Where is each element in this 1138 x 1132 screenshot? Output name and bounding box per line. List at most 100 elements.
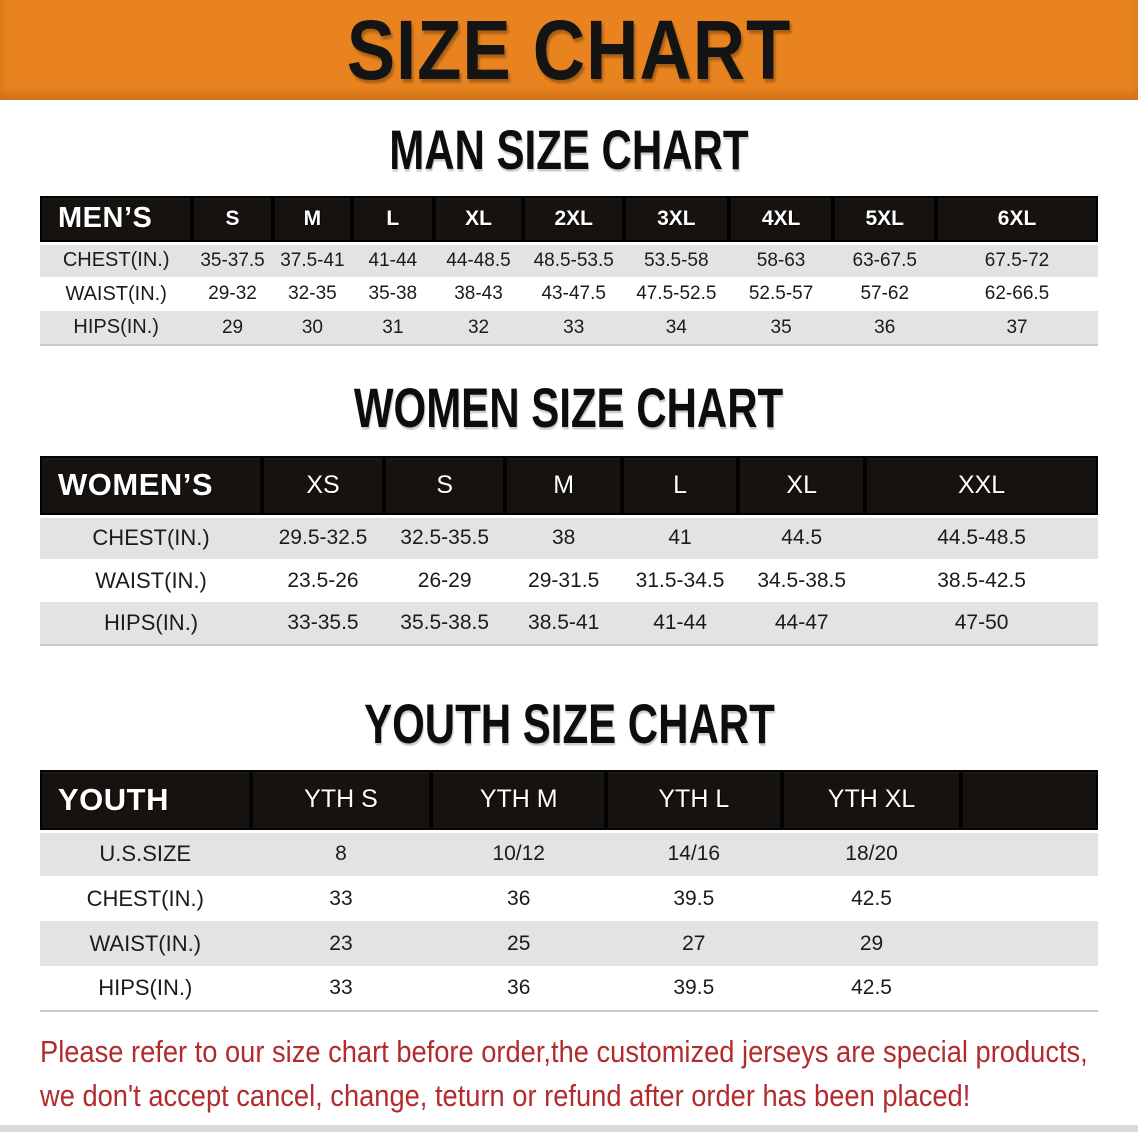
size-value-cell: 33 [329, 886, 353, 910]
size-column-header: M [272, 196, 353, 245]
size-value-cell: 41-44 [653, 611, 707, 634]
row-filler-cell [961, 876, 1098, 921]
size-value-cell: 48.5-53.5 [533, 249, 614, 271]
men-section-title-text: MAN SIZE CHART [389, 118, 749, 182]
womens-size-table: WOMEN’S XS S M L XL XXL CHEST(IN.) 29.5-32.5 32.5… [40, 456, 1098, 646]
row-filler-cell [961, 921, 1098, 966]
size-value-cell: 36 [507, 886, 531, 910]
size-value-cell: 33 [563, 316, 585, 338]
size-value-cell: 29-32 [208, 283, 257, 304]
row-filler-cell [961, 831, 1098, 876]
size-column-header: L [621, 456, 739, 518]
size-value-cell: 41-44 [368, 249, 418, 271]
disclaimer-line-1: Please refer to our size chart before or… [40, 1034, 1088, 1069]
disclaimer-note: Please refer to our size chart before or… [40, 1030, 1138, 1118]
size-value-cell: 31 [382, 316, 404, 338]
size-column-header: S [383, 456, 506, 518]
measurement-row-label: HIPS(IN.) [98, 975, 193, 1000]
size-value-cell: 38.5-42.5 [937, 568, 1026, 592]
table-header-label: WOMEN’S [40, 456, 263, 518]
size-value-cell: 25 [507, 931, 531, 955]
size-value-cell: 29 [859, 931, 884, 955]
measurement-row-label: HIPS(IN.) [73, 316, 159, 338]
disclaimer-line-2: we don't accept cancel, change, teturn o… [40, 1078, 971, 1113]
size-value-cell: 42.5 [851, 976, 892, 999]
size-value-cell: 53.5-58 [644, 249, 709, 271]
size-value-cell: 23.5-26 [287, 568, 359, 592]
size-value-cell: 26-29 [417, 568, 472, 592]
size-value-cell: 31.5-34.5 [635, 568, 725, 592]
size-value-cell: 14/16 [667, 842, 721, 866]
size-value-cell: 23 [329, 931, 353, 955]
size-value-cell: 63-67.5 [852, 249, 917, 271]
size-value-cell: 44.5 [781, 526, 823, 550]
size-value-cell: 44.5-48.5 [937, 526, 1026, 550]
size-column-header: YTH XL [781, 770, 962, 833]
banner-title: SIZE CHART [346, 1, 792, 97]
size-value-cell: 58-63 [756, 249, 806, 271]
size-value-cell: 52.5-57 [748, 283, 814, 304]
size-column-header: L [352, 196, 434, 245]
size-value-cell: 30 [301, 316, 323, 338]
size-value-cell: 38-43 [454, 283, 503, 304]
size-value-cell: 32-35 [288, 283, 337, 304]
size-value-cell: 57-62 [860, 283, 910, 304]
size-value-cell: 39.5 [673, 976, 715, 999]
size-value-cell: 27 [682, 931, 706, 955]
size-value-cell: 38.5-41 [528, 611, 600, 634]
size-column-header: 6XL [936, 196, 1098, 245]
measurement-row-label: WAIST(IN.) [95, 567, 207, 593]
size-value-cell: 35 [770, 316, 792, 338]
size-value-cell: 36 [507, 976, 531, 999]
size-value-cell: 29 [221, 316, 244, 338]
women-section-title-text: WOMEN SIZE CHART [354, 376, 784, 440]
size-column-header: XXL [865, 456, 1098, 518]
size-value-cell: 34.5-38.5 [757, 568, 847, 592]
measurement-row-label: HIPS(IN.) [104, 610, 199, 635]
size-value-cell: 43-47.5 [541, 283, 606, 304]
size-value-cell: 32 [467, 316, 490, 338]
size-column-header: XL [738, 456, 866, 518]
youth-section-title: YOUTH SIZE CHART [0, 693, 1138, 756]
size-value-cell: 36 [874, 316, 896, 338]
size-value-cell: 35.5-38.5 [400, 611, 490, 634]
size-value-cell: 35-38 [368, 283, 418, 304]
women-table-wrap: WOMEN’S XS S M L XL XXL CHEST(IN.) 29.5-32.5 32.5… [0, 456, 1138, 646]
size-value-cell: 37.5-41 [280, 249, 345, 271]
size-column-header: YTH M [431, 770, 606, 833]
header-filler-cell [961, 770, 1098, 833]
women-section-title: WOMEN SIZE CHART [0, 377, 1138, 440]
size-value-cell: 37 [1006, 316, 1028, 338]
youth-size-table: YOUTH YTH S YTH M YTH L YTH XL U.S.SIZE 8 10/12… [40, 770, 1098, 1012]
table-header-label: YOUTH [40, 770, 251, 833]
size-column-header: XS [262, 456, 384, 518]
youth-section-title-text: YOUTH SIZE CHART [363, 692, 775, 756]
bottom-edge-strip [0, 1125, 1138, 1132]
measurement-row-label: WAIST(IN.) [89, 930, 202, 956]
size-column-header: YTH S [250, 770, 432, 833]
measurement-row-label: CHEST(IN.) [92, 525, 210, 551]
size-value-cell: 34 [665, 316, 687, 338]
size-value-cell: 8 [335, 842, 347, 866]
men-section-title: MAN SIZE CHART [0, 119, 1138, 182]
size-value-cell: 44-48.5 [446, 249, 511, 271]
size-value-cell: 32.5-35.5 [400, 526, 490, 550]
size-value-cell: 42.5 [851, 886, 892, 910]
size-column-header: 2XL [523, 196, 624, 245]
mens-size-table: MEN’S S M L XL 2XL 3XL 4XL 5XL 6XL CHEST(IN.) 35-37… [40, 196, 1098, 346]
row-filler-cell [961, 966, 1098, 1011]
size-chart-banner: SIZE CHART [0, 0, 1138, 100]
size-value-cell: 29-31.5 [528, 568, 600, 592]
size-value-cell: 39.5 [673, 886, 715, 910]
size-value-cell: 33-35.5 [287, 611, 359, 634]
measurement-row-label: CHEST(IN.) [86, 885, 204, 911]
size-value-cell: 10/12 [492, 842, 545, 866]
size-column-header: YTH L [606, 770, 782, 833]
size-column-header: XL [433, 196, 524, 245]
size-column-header: M [505, 456, 622, 518]
size-column-header: 3XL [623, 196, 729, 245]
measurement-row-label: CHEST(IN.) [62, 249, 170, 272]
size-value-cell: 47.5-52.5 [636, 283, 717, 304]
size-value-cell: 33 [329, 976, 353, 999]
size-column-header: 5XL [833, 196, 937, 245]
